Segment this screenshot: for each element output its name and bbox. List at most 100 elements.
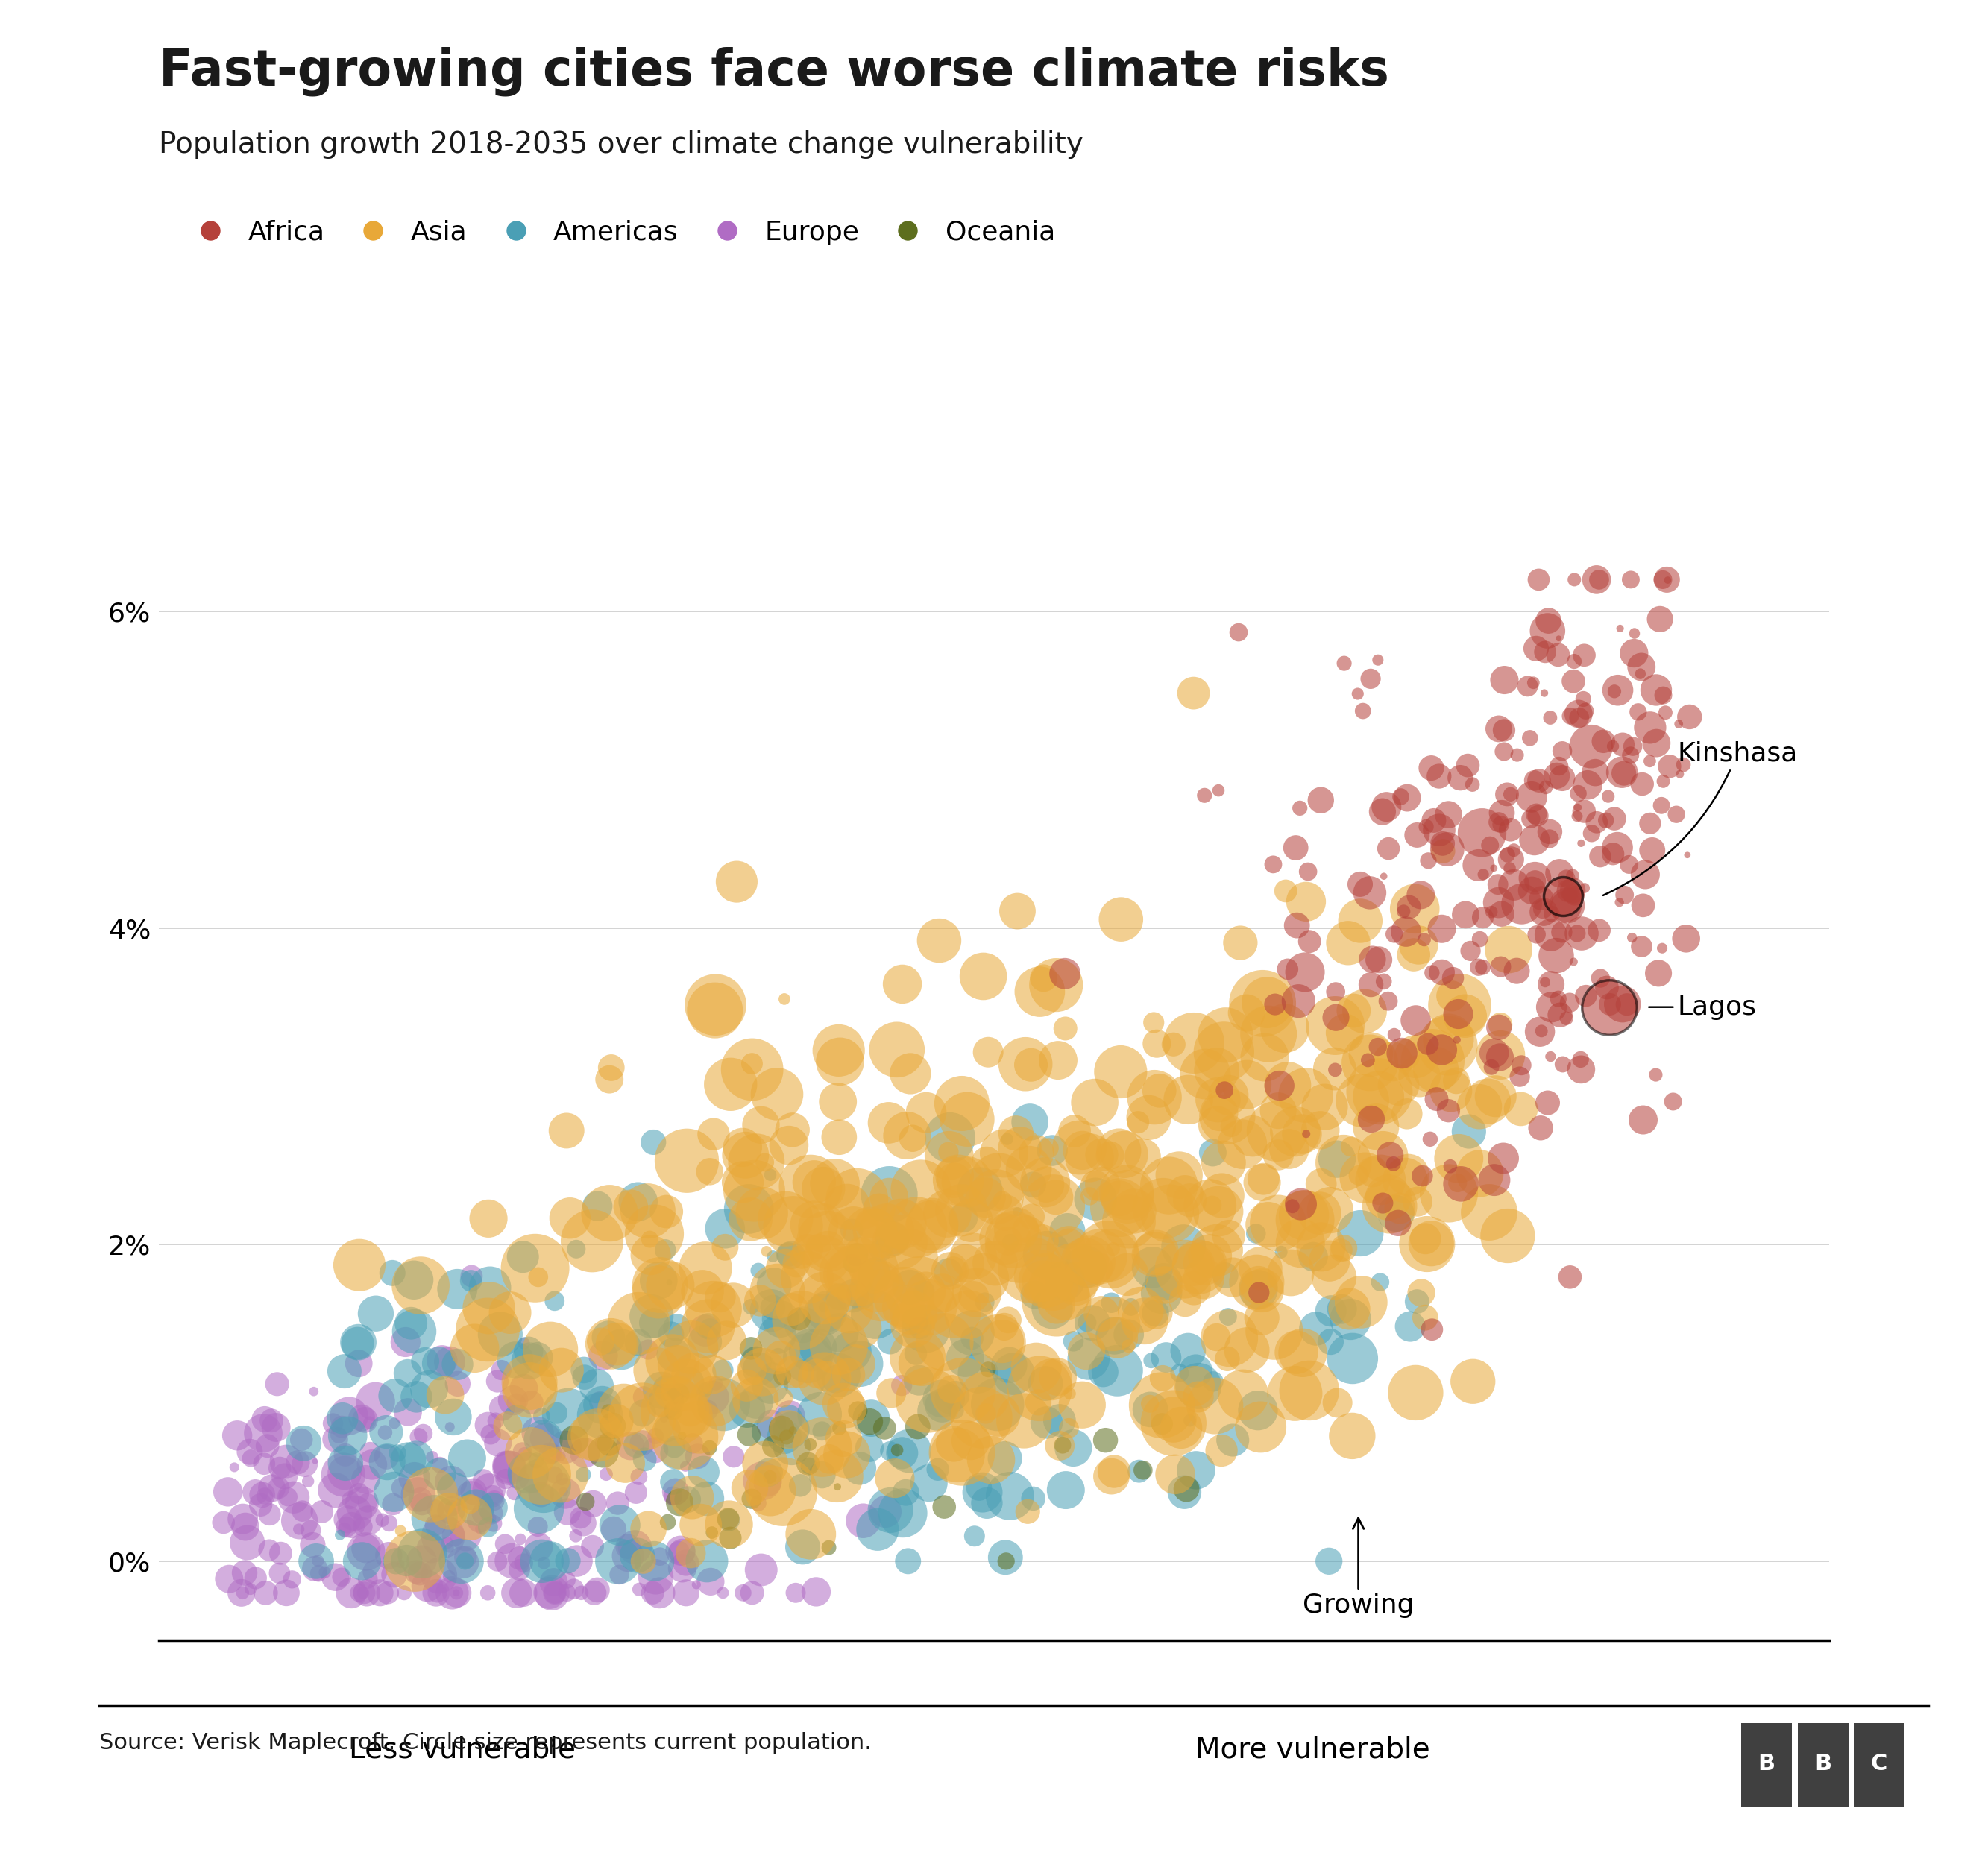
Point bbox=[932, 1258, 964, 1288]
Point bbox=[807, 1417, 839, 1446]
Point bbox=[1211, 1102, 1242, 1131]
Point bbox=[1109, 1139, 1141, 1169]
Point bbox=[344, 1251, 376, 1281]
Point bbox=[962, 1473, 994, 1502]
Point bbox=[1050, 958, 1081, 988]
Legend: Africa, Asia, Americas, Europe, Oceania: Africa, Asia, Americas, Europe, Oceania bbox=[173, 209, 1066, 255]
Point bbox=[521, 1419, 553, 1448]
Point bbox=[1584, 841, 1616, 870]
Point bbox=[646, 1376, 678, 1405]
Point bbox=[640, 1355, 672, 1385]
Point bbox=[992, 1305, 1024, 1335]
Point bbox=[1394, 1312, 1425, 1342]
Point bbox=[827, 1424, 859, 1454]
Point bbox=[1272, 954, 1304, 984]
Point bbox=[1515, 783, 1547, 813]
Point bbox=[992, 1227, 1024, 1256]
Point bbox=[632, 1514, 664, 1543]
Point bbox=[1529, 637, 1561, 667]
Point bbox=[1242, 1396, 1274, 1426]
Point bbox=[584, 1400, 616, 1430]
Point bbox=[1384, 1070, 1415, 1100]
Point bbox=[501, 1389, 533, 1419]
Point bbox=[757, 1361, 789, 1391]
Point bbox=[829, 1258, 861, 1288]
Point bbox=[807, 1460, 839, 1489]
Point bbox=[787, 1310, 819, 1340]
Point bbox=[392, 1398, 423, 1428]
Point bbox=[950, 1105, 982, 1135]
Point bbox=[958, 1521, 990, 1551]
Point bbox=[1415, 1228, 1447, 1258]
Point bbox=[1531, 772, 1563, 802]
Point bbox=[336, 1510, 368, 1540]
Point bbox=[1032, 1269, 1064, 1299]
Point bbox=[1217, 1426, 1248, 1456]
Point bbox=[1012, 1154, 1044, 1184]
Point bbox=[926, 1391, 958, 1420]
Point bbox=[515, 1346, 547, 1376]
Point bbox=[459, 1333, 491, 1363]
Point bbox=[1030, 1368, 1062, 1398]
Point bbox=[298, 1555, 330, 1584]
Point bbox=[1535, 816, 1567, 846]
Point bbox=[1252, 1020, 1284, 1049]
Point bbox=[324, 1519, 356, 1549]
Point bbox=[771, 1422, 803, 1452]
Point bbox=[1457, 1366, 1489, 1396]
Point bbox=[408, 1419, 439, 1448]
Point bbox=[1372, 986, 1404, 1016]
Point bbox=[402, 1480, 433, 1510]
Point bbox=[1101, 1323, 1133, 1353]
Point bbox=[1237, 1120, 1268, 1150]
Point bbox=[869, 1413, 901, 1443]
Point bbox=[328, 1458, 360, 1487]
Point bbox=[1209, 1036, 1241, 1066]
Point bbox=[1308, 1092, 1340, 1122]
Point bbox=[1328, 649, 1360, 678]
Point bbox=[1563, 779, 1594, 809]
Point bbox=[553, 1400, 584, 1430]
Point bbox=[225, 1579, 256, 1609]
Point bbox=[761, 1342, 793, 1372]
Point bbox=[1491, 779, 1523, 809]
Point bbox=[692, 1396, 724, 1426]
Point bbox=[622, 1461, 654, 1491]
Point bbox=[435, 1467, 467, 1497]
Point bbox=[1409, 1303, 1441, 1333]
Point bbox=[614, 1432, 646, 1461]
Point bbox=[577, 1489, 608, 1519]
Point bbox=[742, 1256, 773, 1286]
Point bbox=[1608, 759, 1640, 788]
Point bbox=[1521, 919, 1553, 949]
Point bbox=[270, 1579, 302, 1609]
Point bbox=[235, 1437, 266, 1467]
Text: C: C bbox=[1871, 1752, 1887, 1775]
Point bbox=[1197, 1137, 1229, 1167]
Point bbox=[823, 1282, 855, 1312]
Point bbox=[799, 1210, 831, 1240]
Point bbox=[811, 1227, 843, 1256]
Point bbox=[354, 1437, 386, 1467]
Point bbox=[1246, 988, 1278, 1018]
Point bbox=[1455, 936, 1487, 966]
Point bbox=[922, 1454, 954, 1484]
Point bbox=[596, 1411, 628, 1441]
Point bbox=[1081, 1253, 1113, 1282]
Point bbox=[441, 1368, 473, 1398]
Point bbox=[1147, 1409, 1179, 1439]
Point bbox=[569, 1437, 600, 1467]
Point bbox=[1368, 861, 1400, 891]
Point bbox=[308, 1558, 340, 1588]
Point bbox=[352, 1564, 384, 1594]
Point bbox=[1435, 1152, 1467, 1182]
Point bbox=[338, 1499, 370, 1528]
Point bbox=[879, 1223, 911, 1253]
Point bbox=[489, 1463, 521, 1493]
Point bbox=[378, 1489, 410, 1519]
Point bbox=[1141, 1238, 1173, 1268]
Point bbox=[604, 1510, 636, 1540]
Point bbox=[1294, 1376, 1326, 1405]
Point bbox=[1083, 1241, 1115, 1271]
Point bbox=[1392, 783, 1423, 813]
